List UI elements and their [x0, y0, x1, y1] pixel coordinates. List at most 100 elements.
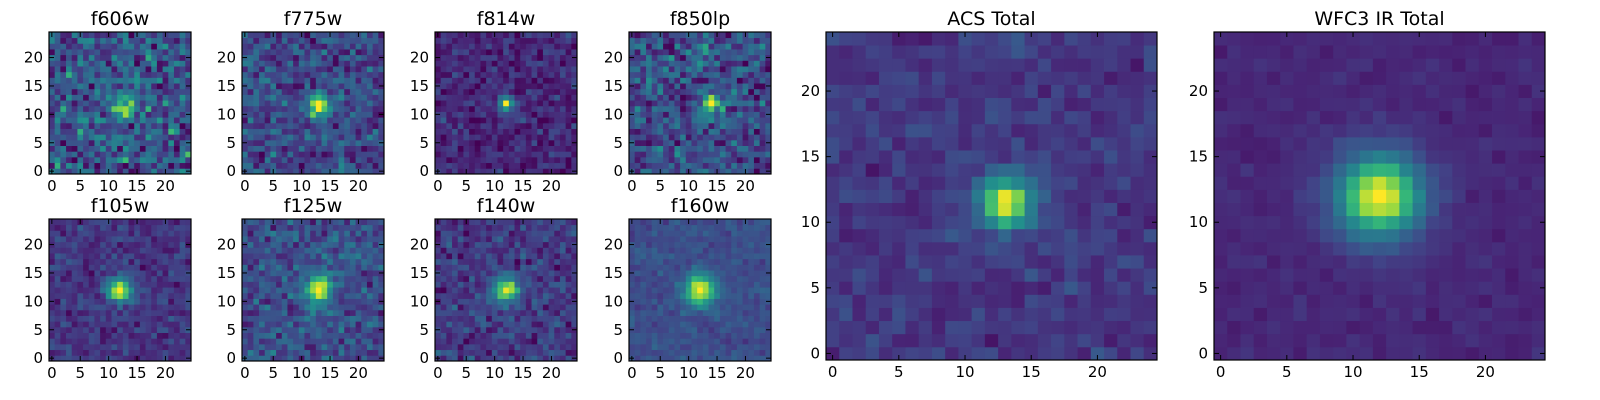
heatmap-cell	[327, 338, 334, 345]
heatmap-cell	[554, 287, 561, 294]
heatmap-cell	[88, 122, 95, 129]
heatmap-cell	[264, 247, 271, 254]
heatmap-cell	[366, 162, 374, 169]
heatmap-cell	[753, 156, 761, 164]
heatmap-cell	[719, 54, 726, 61]
heatmap-cell	[173, 156, 181, 164]
heatmap-cell	[486, 230, 493, 237]
heatmap-cell	[88, 100, 95, 107]
heatmap-cell	[542, 37, 549, 44]
heatmap-cell	[264, 287, 271, 294]
heatmap-cell	[179, 128, 186, 135]
heatmap-cell	[520, 43, 527, 50]
heatmap-cell	[731, 66, 738, 73]
heatmap-cell	[514, 88, 521, 95]
heatmap-cell	[525, 304, 532, 311]
heatmap-cell	[651, 77, 658, 84]
heatmap-cell	[94, 230, 101, 237]
heatmap-cell	[634, 83, 641, 90]
heatmap-cell	[361, 264, 368, 271]
heatmap-cell	[287, 298, 294, 305]
heatmap-cell	[315, 83, 322, 90]
heatmap-cell	[697, 100, 704, 107]
heatmap-cell	[94, 292, 101, 299]
heatmap-cell	[151, 304, 158, 311]
heatmap-cell	[332, 355, 339, 362]
heatmap-cell	[668, 343, 675, 351]
heatmap-cell	[691, 49, 698, 56]
heatmap-cell	[264, 241, 271, 248]
heatmap-cell	[503, 139, 510, 146]
heatmap-cell	[525, 145, 532, 152]
heatmap-cell	[640, 105, 647, 112]
heatmap-cell	[651, 298, 658, 305]
heatmap-cell	[162, 100, 169, 107]
heatmap-cell	[753, 94, 761, 101]
heatmap-cell	[559, 60, 567, 67]
heatmap-cell	[514, 321, 521, 328]
heatmap-cell	[372, 66, 379, 73]
heatmap-cell	[559, 338, 567, 345]
heatmap-cell	[503, 66, 510, 73]
heatmap-cell	[128, 151, 135, 158]
heatmap-cell	[54, 145, 61, 152]
heatmap-cell	[270, 71, 277, 78]
heatmap-cell	[629, 349, 636, 356]
heatmap-cell	[736, 77, 743, 84]
heatmap-cell	[491, 326, 498, 333]
heatmap-cell	[276, 100, 283, 107]
heatmap-cell	[480, 304, 487, 311]
heatmap-cell	[759, 145, 766, 152]
heatmap-cell	[542, 355, 549, 362]
heatmap-cell	[88, 151, 95, 158]
heatmap-cell	[559, 275, 567, 282]
heatmap-cell	[162, 343, 169, 351]
heatmap-cell	[66, 151, 73, 158]
heatmap-cell	[571, 77, 578, 84]
heatmap-cell	[486, 292, 493, 299]
y-tick-label: 0	[419, 162, 429, 180]
heatmap-cell	[497, 71, 504, 78]
heatmap-cell	[332, 139, 339, 146]
heatmap-cell	[156, 111, 163, 118]
heatmap-cell	[691, 128, 698, 135]
heatmap-cell	[264, 117, 271, 124]
heatmap-cell	[185, 275, 192, 282]
heatmap-cell	[366, 258, 374, 265]
heatmap-cell	[77, 315, 84, 322]
heatmap-cell	[520, 258, 527, 265]
y-tick-label: 5	[226, 321, 236, 339]
heatmap-cell	[66, 111, 73, 118]
heatmap-cell	[697, 287, 704, 294]
heatmap-cell	[753, 355, 761, 362]
heatmap-cell	[731, 88, 738, 95]
heatmap-cell	[355, 275, 362, 282]
heatmap-cell	[559, 304, 567, 311]
heatmap-cell	[310, 94, 317, 101]
heatmap-cell	[88, 287, 95, 294]
heatmap-cell	[565, 162, 572, 169]
heatmap-cell	[77, 326, 84, 333]
heatmap-cell	[179, 49, 186, 56]
heatmap-cell	[531, 43, 538, 50]
heatmap-cell	[629, 43, 636, 50]
heatmap-cell	[173, 275, 181, 282]
heatmap-cell	[457, 151, 464, 158]
heatmap-cell	[168, 32, 175, 39]
heatmap-cell	[117, 49, 124, 56]
heatmap-cell	[731, 162, 738, 169]
heatmap-cell	[731, 32, 738, 39]
heatmap-cell	[253, 37, 260, 44]
heatmap-cell	[742, 117, 749, 124]
heatmap-cell	[332, 145, 339, 152]
heatmap-cell	[139, 253, 146, 260]
heatmap-cell	[276, 37, 283, 44]
heatmap-cell	[474, 162, 481, 169]
heatmap-cell	[457, 275, 464, 282]
heatmap-cell	[298, 298, 305, 305]
heatmap-cell	[128, 54, 135, 61]
heatmap-cell	[100, 83, 107, 90]
heatmap-cell	[759, 122, 766, 129]
heatmap-cell	[162, 128, 169, 135]
heatmap-cell	[179, 281, 186, 288]
